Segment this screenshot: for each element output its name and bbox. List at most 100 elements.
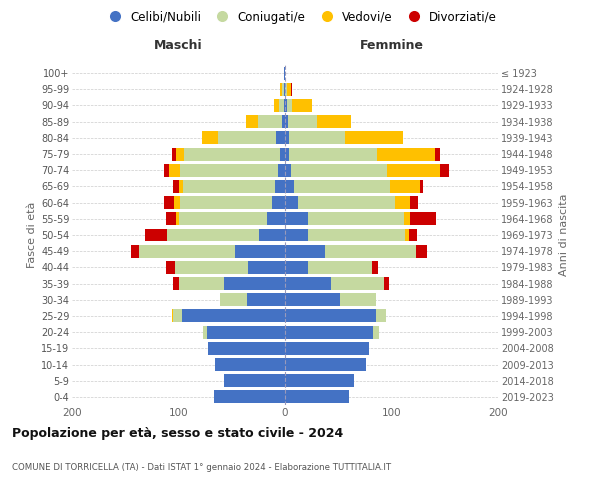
Bar xyxy=(285,310,376,322)
Bar xyxy=(183,180,275,193)
Bar xyxy=(173,310,182,322)
Bar xyxy=(275,180,285,193)
Bar xyxy=(308,261,373,274)
Bar xyxy=(416,244,427,258)
Bar xyxy=(308,212,404,226)
Bar xyxy=(207,326,285,338)
Bar xyxy=(420,180,424,193)
Bar xyxy=(410,212,436,226)
Bar xyxy=(285,390,349,404)
Bar xyxy=(179,180,183,193)
Bar xyxy=(164,196,174,209)
Bar xyxy=(184,148,280,160)
Bar xyxy=(202,132,218,144)
Bar xyxy=(289,132,344,144)
Bar xyxy=(285,228,308,241)
Bar xyxy=(174,196,179,209)
Bar xyxy=(298,196,395,209)
Bar xyxy=(139,244,235,258)
Bar xyxy=(285,180,293,193)
Bar xyxy=(235,244,285,258)
Bar xyxy=(278,99,284,112)
Bar xyxy=(384,277,389,290)
Bar xyxy=(285,342,369,355)
Text: Popolazione per età, sesso e stato civile - 2024: Popolazione per età, sesso e stato civil… xyxy=(12,428,343,440)
Bar xyxy=(179,212,267,226)
Bar xyxy=(285,294,340,306)
Bar xyxy=(285,132,289,144)
Bar xyxy=(173,277,179,290)
Bar xyxy=(245,115,259,128)
Bar xyxy=(285,99,287,112)
Bar xyxy=(167,228,259,241)
Bar xyxy=(280,148,285,160)
Bar xyxy=(406,228,409,241)
Bar xyxy=(404,212,410,226)
Text: COMUNE DI TORRICELLA (TA) - Dati ISTAT 1° gennaio 2024 - Elaborazione TUTTITALIA: COMUNE DI TORRICELLA (TA) - Dati ISTAT 1… xyxy=(12,462,391,471)
Bar xyxy=(289,148,377,160)
Bar xyxy=(292,164,387,176)
Bar xyxy=(166,212,176,226)
Bar xyxy=(145,228,167,241)
Y-axis label: Anni di nascita: Anni di nascita xyxy=(559,194,569,276)
Bar xyxy=(179,196,272,209)
Bar xyxy=(285,358,366,371)
Bar xyxy=(287,99,292,112)
Bar xyxy=(131,244,139,258)
Bar xyxy=(285,244,325,258)
Bar xyxy=(218,132,277,144)
Bar xyxy=(373,326,379,338)
Bar xyxy=(277,132,285,144)
Bar xyxy=(166,261,175,274)
Bar xyxy=(285,374,354,387)
Bar xyxy=(285,83,287,96)
Bar xyxy=(410,196,418,209)
Bar xyxy=(172,148,176,160)
Bar xyxy=(285,212,308,226)
Bar xyxy=(317,115,351,128)
Bar xyxy=(282,83,284,96)
Bar xyxy=(288,115,317,128)
Bar xyxy=(440,164,449,176)
Bar xyxy=(179,277,224,290)
Bar xyxy=(274,99,278,112)
Bar xyxy=(285,261,308,274)
Bar xyxy=(176,212,179,226)
Y-axis label: Fasce di età: Fasce di età xyxy=(26,202,37,268)
Bar xyxy=(164,164,169,176)
Bar xyxy=(220,294,247,306)
Bar xyxy=(395,196,410,209)
Bar xyxy=(285,164,292,176)
Bar xyxy=(175,261,248,274)
Bar xyxy=(373,261,377,274)
Bar xyxy=(344,132,403,144)
Bar xyxy=(285,326,373,338)
Bar xyxy=(278,164,285,176)
Bar xyxy=(282,115,285,128)
Bar xyxy=(284,99,285,112)
Bar xyxy=(272,196,285,209)
Bar xyxy=(176,148,184,160)
Bar xyxy=(259,228,285,241)
Bar xyxy=(387,164,440,176)
Bar xyxy=(224,277,285,290)
Bar xyxy=(173,180,179,193)
Bar xyxy=(292,99,311,112)
Bar xyxy=(435,148,440,160)
Bar xyxy=(267,212,285,226)
Bar xyxy=(285,148,289,160)
Text: Maschi: Maschi xyxy=(154,39,203,52)
Legend: Celibi/Nubili, Coniugati/e, Vedovi/e, Divorziati/e: Celibi/Nubili, Coniugati/e, Vedovi/e, Di… xyxy=(98,6,502,28)
Bar xyxy=(293,180,391,193)
Bar xyxy=(172,310,173,322)
Bar xyxy=(285,277,331,290)
Bar xyxy=(331,277,384,290)
Bar xyxy=(280,83,282,96)
Bar xyxy=(215,358,285,371)
Text: Femmine: Femmine xyxy=(359,39,424,52)
Bar xyxy=(208,342,285,355)
Bar xyxy=(285,196,298,209)
Bar xyxy=(284,66,285,80)
Bar xyxy=(377,148,435,160)
Bar xyxy=(248,261,285,274)
